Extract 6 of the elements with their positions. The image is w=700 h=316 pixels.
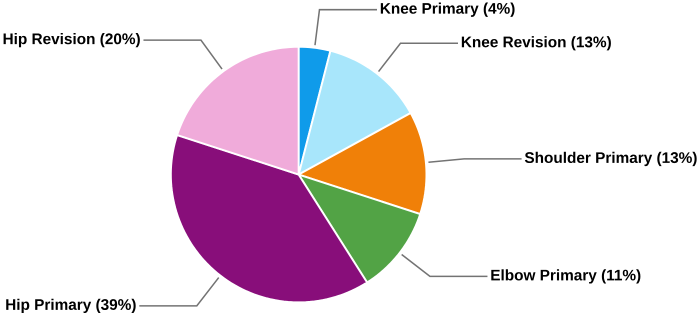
slice-label: Knee Primary (4%) xyxy=(380,2,515,18)
slice-label: Hip Primary (39%) xyxy=(6,298,136,314)
slice-label: Elbow Primary (11%) xyxy=(491,269,640,284)
slice-label: Shoulder Primary (13%) xyxy=(524,152,697,166)
slice-label: Hip Revision (20%) xyxy=(4,33,140,48)
slice-label: Knee Revision (13%) xyxy=(462,36,611,51)
